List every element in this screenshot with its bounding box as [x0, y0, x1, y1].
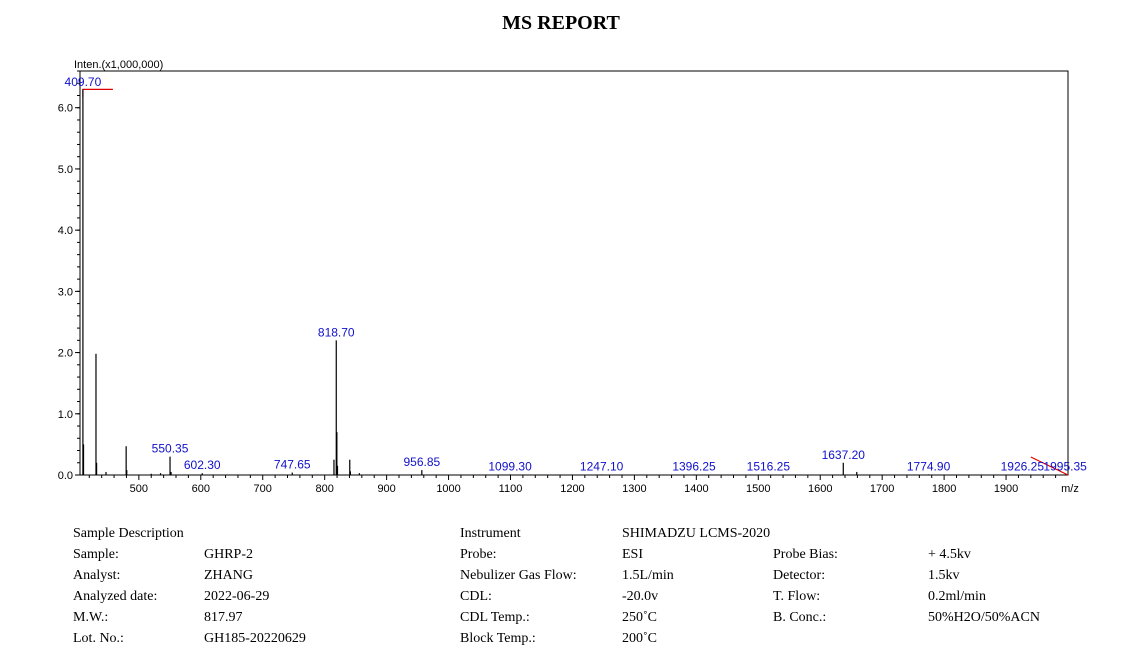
- probe-label: Probe:: [460, 547, 497, 562]
- peak-label: 1396.25: [672, 459, 716, 473]
- mw-label: M.W.:: [73, 610, 109, 625]
- y-tick-label: 3.0: [58, 286, 73, 298]
- block-temp-value: 200˚C: [622, 631, 657, 646]
- probe-value: ESI: [622, 547, 643, 562]
- cdl-label: CDL:: [460, 589, 492, 604]
- lot-no-label: Lot. No.:: [73, 631, 124, 646]
- y-tick-label: 6.0: [58, 103, 73, 115]
- peak-label: 409.70: [65, 75, 102, 89]
- instrument-table: Instrument SHIMADZU LCMS-2020 Probe: ESI…: [460, 526, 1100, 656]
- nebulizer-gas-flow-value: 1.5L/min: [622, 568, 674, 583]
- peak-label: 956.85: [403, 455, 440, 469]
- peak-label: 1099.30: [488, 459, 532, 473]
- x-tick-label: 1300: [622, 483, 646, 495]
- lot-no-value: GH185-20220629: [204, 631, 306, 646]
- instrument-label: Instrument: [460, 526, 521, 541]
- plot-frame: [79, 70, 1069, 476]
- analyst-label: Analyst:: [73, 568, 121, 583]
- b-conc-label: B. Conc.:: [773, 610, 827, 625]
- x-tick-label: 1400: [684, 483, 708, 495]
- base-peak-marker: [82, 88, 113, 98]
- mw-value: 817.97: [204, 610, 243, 625]
- t-flow-value: 0.2ml/min: [928, 589, 986, 604]
- x-tick-label: 1900: [994, 483, 1018, 495]
- y-tick-label: 0.0: [58, 470, 73, 482]
- cdl-temp-label: CDL Temp.:: [460, 610, 530, 625]
- probe-bias-value: + 4.5kv: [928, 547, 971, 562]
- sample-description-table: Sample Description Sample: GHRP-2 Analys…: [73, 526, 373, 656]
- range-end-marker: [1030, 456, 1069, 476]
- chart-axes: 0.0 1.0 2.0 3.0 4.0 5.0 6.0 500 600 700 800 900 1000…: [58, 59, 1079, 495]
- y-tick-label: 1.0: [58, 409, 73, 421]
- t-flow-label: T. Flow:: [773, 589, 821, 604]
- peak-label: 1516.25: [747, 459, 791, 473]
- sample-value: GHRP-2: [204, 547, 254, 562]
- sample-label: Sample:: [73, 547, 119, 562]
- analyzed-date-label: Analyzed date:: [73, 589, 158, 604]
- analyzed-date-value: 2022-06-29: [204, 589, 270, 604]
- y-tick-label: 4.0: [58, 225, 73, 237]
- chart-peak-labels: 409.70 550.35 602.30 747.65 818.70 956.85 1099…: [65, 75, 1088, 473]
- y-tick-label: 5.0: [58, 164, 73, 176]
- peak-label: 1247.10: [580, 459, 624, 473]
- detector-value: 1.5kv: [928, 568, 960, 583]
- cdl-value: -20.0v: [622, 589, 659, 604]
- peak-label: 550.35: [152, 442, 189, 456]
- x-tick-label: 1200: [560, 483, 584, 495]
- y-axis-label: Inten.(x1,000,000): [74, 59, 163, 71]
- peak-label: 1995.35: [1043, 459, 1087, 473]
- x-tick-label: 600: [192, 483, 210, 495]
- mass-spectrum-chart: 0.0 1.0 2.0 3.0 4.0 5.0 6.0 500 600 700 800 900 1000…: [58, 59, 1088, 495]
- sample-description-header: Sample Description: [73, 526, 184, 541]
- x-tick-label: 1000: [436, 483, 460, 495]
- x-tick-label: 800: [315, 483, 333, 495]
- instrument-value: SHIMADZU LCMS-2020: [622, 526, 771, 541]
- peak-label: 602.30: [184, 458, 221, 472]
- x-tick-label: 1800: [932, 483, 956, 495]
- peak-label: 818.70: [318, 325, 355, 339]
- detector-label: Detector:: [773, 568, 826, 583]
- x-tick-label: 1100: [499, 483, 523, 495]
- report-title: MS REPORT: [502, 12, 620, 34]
- x-tick-label: 900: [377, 483, 395, 495]
- y-tick-label: 2.0: [58, 348, 73, 360]
- x-tick-label: 500: [130, 483, 148, 495]
- x-axis-label: m/z: [1061, 483, 1079, 495]
- cdl-temp-value: 250˚C: [622, 610, 657, 625]
- peak-label: 1926.25: [1001, 459, 1045, 473]
- analyst-value: ZHANG: [204, 568, 253, 583]
- probe-bias-label: Probe Bias:: [773, 547, 838, 562]
- block-temp-label: Block Temp.:: [460, 631, 536, 646]
- b-conc-value: 50%H2O/50%ACN: [928, 610, 1040, 625]
- x-tick-label: 1700: [870, 483, 894, 495]
- x-tick-label: 1600: [808, 483, 832, 495]
- chart-peaks: [82, 89, 1066, 475]
- nebulizer-gas-flow-label: Nebulizer Gas Flow:: [460, 568, 577, 583]
- peak-label: 1774.90: [907, 459, 951, 473]
- peak-label: 1637.20: [822, 448, 866, 462]
- peak-label: 747.65: [274, 458, 311, 472]
- x-tick-label: 1500: [746, 483, 770, 495]
- x-tick-label: 700: [254, 483, 272, 495]
